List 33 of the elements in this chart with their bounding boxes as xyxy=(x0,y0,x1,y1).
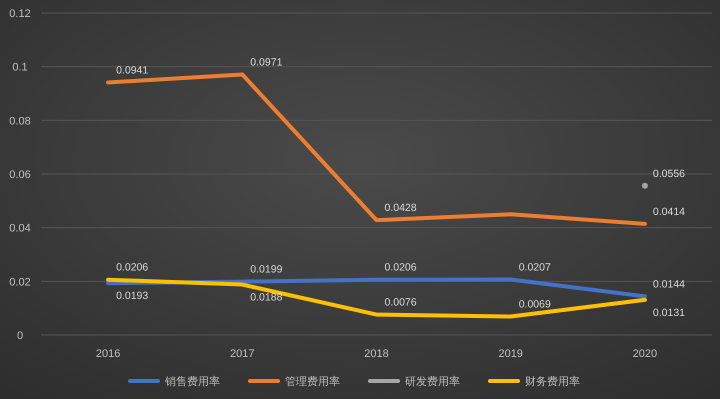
y-tick-label: 0.06 xyxy=(9,169,31,181)
data-label: 0.0556 xyxy=(652,168,686,180)
y-tick-label: 0.1 xyxy=(12,62,28,74)
legend-label: 研发费用率 xyxy=(405,375,460,388)
legend-label: 管理费用率 xyxy=(285,375,340,388)
data-label: 0.0193 xyxy=(116,290,148,302)
y-tick-label: 0.02 xyxy=(9,276,31,288)
legend-label: 销售费用率 xyxy=(164,375,220,388)
data-label: 0.0428 xyxy=(384,202,417,214)
data-label: 0.0414 xyxy=(652,206,686,218)
data-label: 0.0207 xyxy=(518,261,551,274)
data-label: 0.0206 xyxy=(384,262,417,274)
data-label: 0.0144 xyxy=(652,278,686,290)
data-label: 0.0069 xyxy=(518,298,551,310)
line-series xyxy=(106,278,647,318)
data-label: 0.0131 xyxy=(652,306,686,319)
y-tick-label: 0 xyxy=(16,330,24,342)
x-tick-label: 2020 xyxy=(632,348,658,360)
x-tick-label: 2016 xyxy=(96,348,120,360)
data-label: 0.0971 xyxy=(250,56,283,68)
x-tick-label: 2018 xyxy=(364,348,389,360)
y-tick-label: 0.08 xyxy=(9,115,31,128)
line-series xyxy=(106,72,647,226)
data-label: 0.0188 xyxy=(250,292,283,304)
legend-label: 财务费用率 xyxy=(525,375,580,388)
data-label: 0.0206 xyxy=(116,262,148,274)
data-label: 0.0076 xyxy=(384,296,417,309)
data-label: 0.0199 xyxy=(250,264,283,276)
y-tick-label: 0.12 xyxy=(9,8,31,20)
data-label: 0.0941 xyxy=(116,64,148,76)
x-tick-label: 2019 xyxy=(498,348,523,360)
x-tick-label: 2017 xyxy=(230,348,255,360)
y-tick-label: 0.04 xyxy=(9,222,31,235)
